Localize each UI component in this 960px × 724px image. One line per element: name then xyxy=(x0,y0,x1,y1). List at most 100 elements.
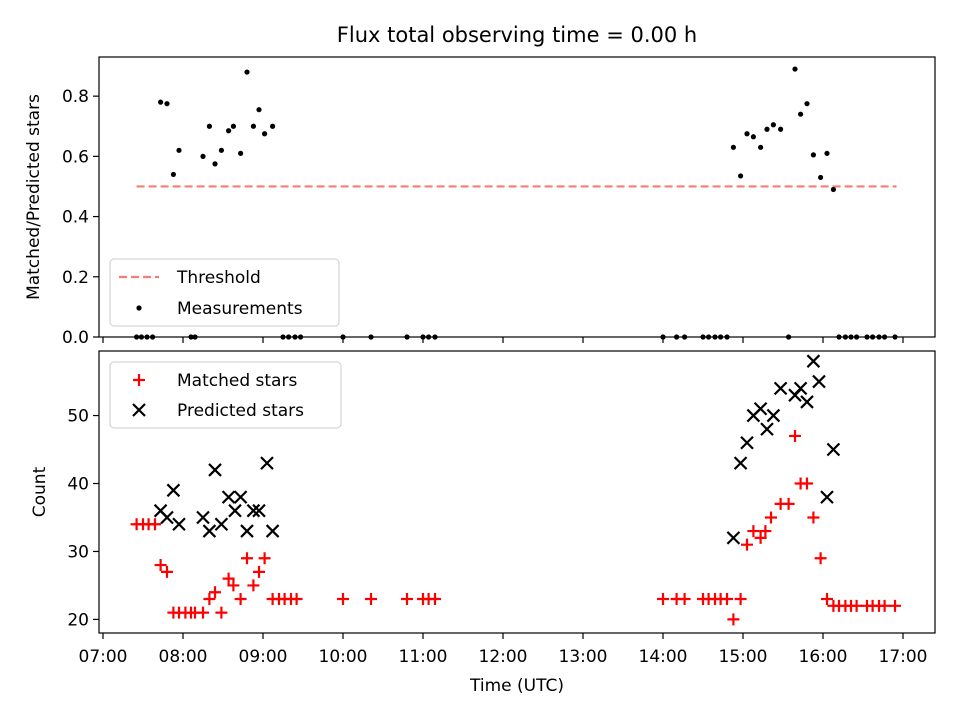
measurement-point xyxy=(810,152,817,158)
top-plot-frame xyxy=(98,56,936,338)
predicted-star-point xyxy=(196,510,210,525)
predicted-star-point xyxy=(240,524,254,538)
top-y-tick-label: 0.4 xyxy=(62,208,89,228)
bottom-y-tick-label: 40 xyxy=(67,475,89,495)
measurement-point xyxy=(176,147,182,153)
predicted-star-point xyxy=(260,456,274,470)
bottom-legend: Matched stars Predicted stars xyxy=(109,361,342,429)
matched-star-point xyxy=(241,552,253,565)
bottom-plot-frame xyxy=(98,350,936,634)
x-tick-label: 11:00 xyxy=(399,647,448,667)
x-tick-label: 13:00 xyxy=(559,647,608,667)
matched-star-point xyxy=(878,599,891,612)
measurement-point xyxy=(226,128,232,134)
matched-star-point xyxy=(234,593,247,606)
matched-star-point xyxy=(253,565,265,578)
x-tick-label: 10:00 xyxy=(319,647,368,667)
x-tick-label: 12:00 xyxy=(479,647,528,667)
measurement-point xyxy=(824,150,830,156)
measurement-point xyxy=(212,161,218,167)
matched-star-point xyxy=(741,538,753,551)
matched-star-point xyxy=(227,579,240,592)
matched-star-point xyxy=(337,593,349,606)
matched-star-point xyxy=(197,606,209,619)
predicted-star-point xyxy=(214,517,229,532)
matched-star-point xyxy=(727,613,740,626)
x-tick-label: 17:00 xyxy=(879,647,928,667)
predicted-star-point xyxy=(202,524,217,538)
x-axis-label: Time (UTC) xyxy=(469,676,564,696)
legend-matched-swatch xyxy=(133,374,145,386)
top-y-tick-label: 0.2 xyxy=(62,268,89,288)
predicted-star-point xyxy=(766,408,781,423)
measurement-point xyxy=(170,171,176,178)
matched-star-point xyxy=(721,593,733,606)
matched-star-point xyxy=(247,579,260,592)
measurement-point xyxy=(164,101,170,107)
bottom-y-tick-label: 20 xyxy=(67,610,89,630)
matched-star-point xyxy=(215,606,228,619)
matched-star-point xyxy=(801,477,813,490)
predicted-star-point xyxy=(753,401,768,416)
matched-star-point xyxy=(258,552,271,565)
matched-star-point xyxy=(814,552,827,565)
measurement-point xyxy=(256,107,262,113)
measurement-point xyxy=(244,69,250,75)
x-tick-label: 09:00 xyxy=(239,647,288,667)
measurement-point xyxy=(230,123,236,129)
measurement-point xyxy=(770,122,777,128)
measurement-point xyxy=(804,101,810,107)
legend-predicted-label: Predicted stars xyxy=(177,401,304,421)
top-y-axis-label: Matched/Predicted stars xyxy=(24,94,44,300)
bottom-panel: Count Time (UTC) 20 30 40 50 07:00 08:00 09:00… xyxy=(30,350,936,696)
matched-star-point xyxy=(657,593,669,606)
predicted-star-point xyxy=(160,510,174,525)
predicted-star-point xyxy=(726,531,741,545)
legend-threshold-label: Threshold xyxy=(176,268,261,288)
top-legend-box xyxy=(109,258,340,327)
predicted-star-point xyxy=(265,524,280,538)
matched-star-point xyxy=(889,599,901,612)
matched-star-point xyxy=(734,593,747,606)
matched-star-point xyxy=(759,525,772,538)
matched-star-point xyxy=(782,497,795,510)
matched-star-point xyxy=(821,593,833,606)
measurement-point xyxy=(744,131,750,137)
matched-star-point xyxy=(290,593,303,606)
matched-star-point xyxy=(765,511,777,524)
measurement-point xyxy=(792,66,798,72)
matched-star-point xyxy=(747,525,760,538)
measurement-point xyxy=(238,150,244,156)
legend-matched-label: Matched stars xyxy=(177,371,297,391)
matched-star-point xyxy=(789,429,801,442)
measurement-point xyxy=(218,147,224,153)
measurement-point xyxy=(206,123,212,129)
legend-predicted-swatch xyxy=(132,403,146,417)
predicted-star-point xyxy=(733,456,748,470)
measurement-point xyxy=(758,144,764,150)
matched-star-point xyxy=(754,531,767,544)
predicted-star-point xyxy=(826,442,841,457)
x-tick-label: 15:00 xyxy=(719,647,768,667)
predicted-star-point xyxy=(812,374,826,389)
predicted-star-point xyxy=(760,422,774,436)
predicted-star-point xyxy=(793,381,808,396)
measurement-point xyxy=(778,126,784,132)
bottom-y-tick-label: 30 xyxy=(67,542,89,562)
measurement-point xyxy=(270,123,276,129)
top-legend: Threshold Measurements xyxy=(109,258,340,327)
chart-title: Flux total observing time = 0.00 h xyxy=(337,23,697,47)
matched-star-point xyxy=(222,572,235,585)
measurement-point xyxy=(200,153,206,159)
matched-star-point xyxy=(850,599,863,612)
measurement-point xyxy=(818,174,824,181)
measurement-point xyxy=(730,144,737,150)
top-panel: Matched/Predicted stars 0.00.20.40.60.8 … xyxy=(24,56,936,348)
matched-star-point xyxy=(365,593,377,606)
measurement-point xyxy=(738,173,744,179)
matched-star-point xyxy=(161,565,173,578)
predicted-star-point xyxy=(806,354,821,368)
top-y-tick-label: 0.6 xyxy=(62,147,89,167)
measurement-point xyxy=(764,126,770,132)
